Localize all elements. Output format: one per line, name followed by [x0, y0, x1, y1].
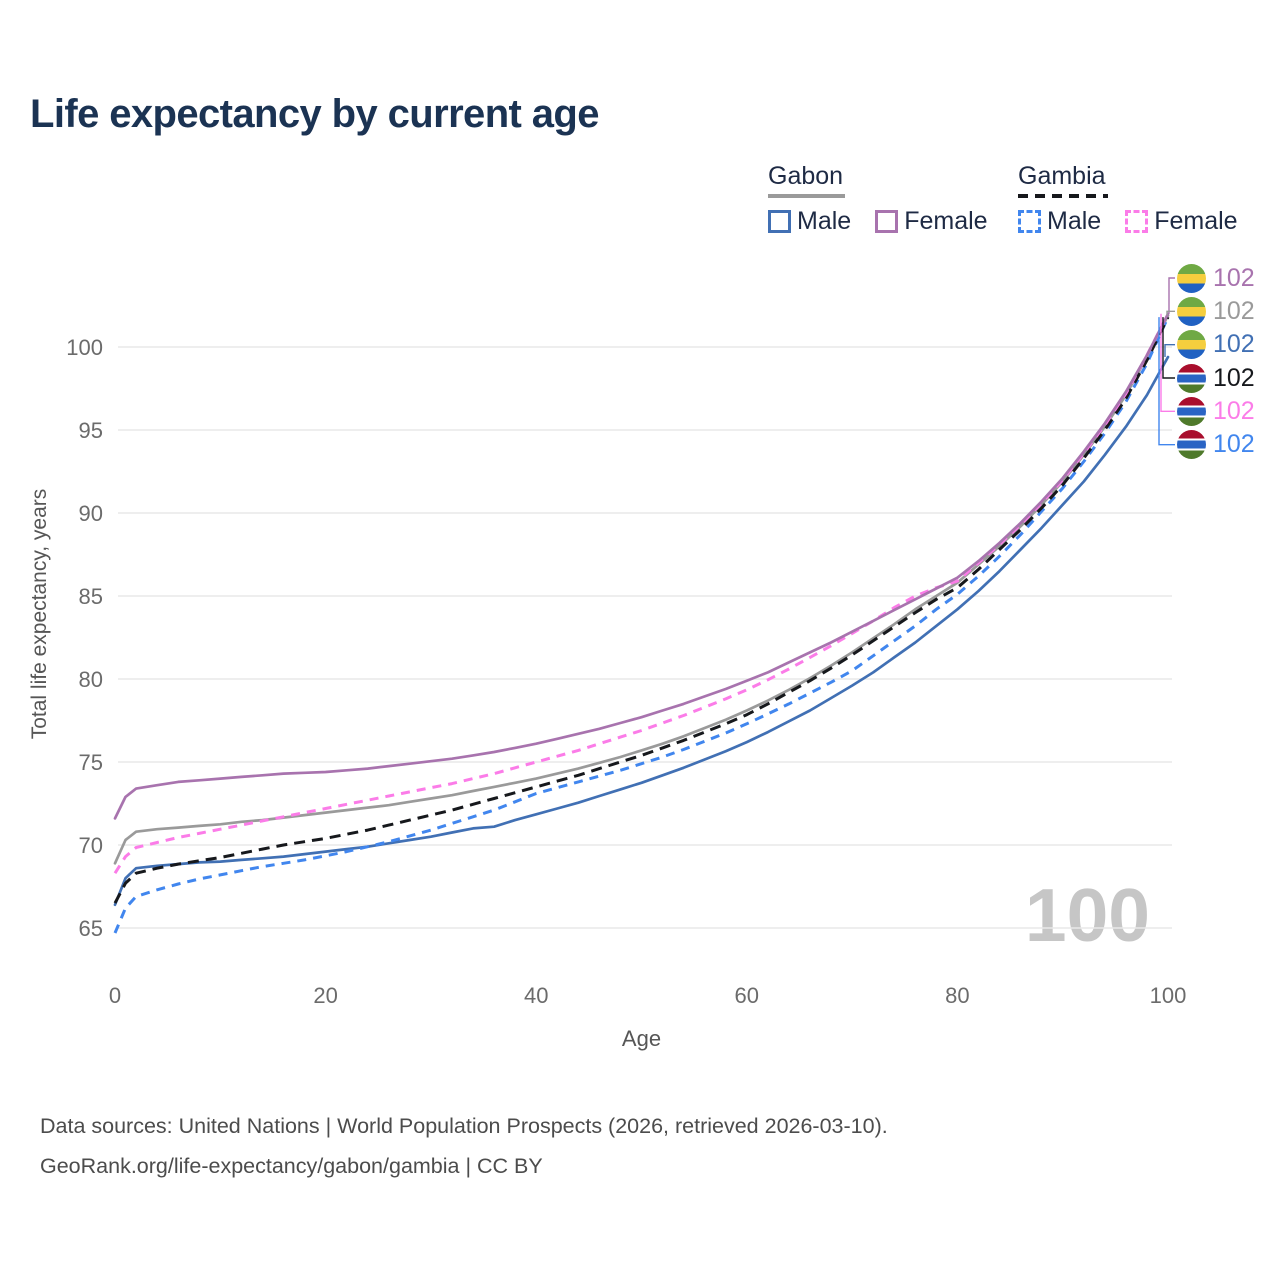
- legend-group-gabon: Gabon Male Female: [768, 162, 988, 236]
- series-line-gabon-male[interactable]: [113, 355, 1170, 907]
- series-line-gambia-female[interactable]: [113, 313, 1170, 875]
- x-tick-label: 80: [945, 983, 969, 1008]
- y-tick-label: 75: [79, 750, 103, 775]
- footer-attribution: Data sources: United Nations | World Pop…: [40, 1106, 888, 1186]
- end-value-label: 102: [1213, 330, 1255, 359]
- gabon-flag-icon: [1177, 296, 1206, 326]
- legend-group-gambia: Gambia Male Female: [1018, 162, 1238, 236]
- gabon-male-swatch-icon: [768, 209, 791, 233]
- end-label-connector: [1168, 277, 1175, 314]
- source-url-text: GeoRank.org/life-expectancy/gabon/gambia…: [40, 1154, 543, 1178]
- gambia-flag-icon: [1177, 430, 1206, 460]
- series-line-gabon[interactable]: [113, 314, 1170, 865]
- end-value-label: 102: [1213, 263, 1255, 292]
- x-tick-label: 0: [109, 983, 121, 1008]
- legend-underline-gambia: [1018, 193, 1108, 198]
- y-tick-label: 95: [79, 418, 103, 443]
- y-axis-title: Total life expectancy, years: [28, 489, 51, 740]
- legend-item-label: Female: [904, 206, 988, 235]
- page-title: Life expectancy by current age: [30, 92, 600, 136]
- end-label-connector: [1160, 313, 1175, 412]
- legend-item-gabon-male[interactable]: Male: [768, 207, 851, 236]
- end-marker-gabon-female[interactable]: 102: [1177, 263, 1255, 293]
- end-value-label: 102: [1213, 396, 1255, 425]
- x-axis-title: Age: [622, 1026, 661, 1051]
- end-marker-gambia-female[interactable]: 102: [1177, 396, 1255, 426]
- data-sources-text: Data sources: United Nations | World Pop…: [40, 1114, 888, 1138]
- y-tick-label: 80: [79, 667, 103, 692]
- x-tick-label: 20: [313, 983, 337, 1008]
- y-tick-label: 65: [79, 916, 103, 941]
- end-label-connector: [1158, 317, 1175, 446]
- y-tick-label: 90: [79, 501, 103, 526]
- end-value-label: 102: [1213, 430, 1255, 459]
- gambia-flag-icon: [1177, 363, 1206, 393]
- y-tick-label: 100: [66, 335, 103, 360]
- series-line-gabon-female[interactable]: [113, 312, 1170, 820]
- x-tick-label: 60: [735, 983, 759, 1008]
- gambia-male-swatch-icon: [1018, 209, 1041, 233]
- legend-header-gambia: Gambia: [1018, 162, 1106, 190]
- end-marker-gabon[interactable]: 102: [1177, 296, 1255, 326]
- series-line-gambia-male[interactable]: [113, 316, 1170, 934]
- legend-item-gambia-male[interactable]: Male: [1018, 207, 1101, 236]
- gabon-flag-icon: [1177, 263, 1206, 293]
- legend-item-label: Male: [1047, 206, 1102, 235]
- end-value-label: 102: [1213, 363, 1255, 392]
- gambia-flag-icon: [1177, 396, 1206, 426]
- end-label-connector: [1164, 344, 1175, 357]
- legend-underline-gabon: [768, 193, 845, 198]
- gabon-female-swatch-icon: [875, 209, 899, 233]
- gambia-female-swatch-icon: [1125, 209, 1149, 233]
- x-tick-label: 100: [1150, 983, 1187, 1008]
- legend-item-label: Female: [1154, 206, 1238, 235]
- legend-item-label: Male: [797, 206, 852, 235]
- gabon-flag-icon: [1177, 330, 1206, 360]
- end-value-label: 102: [1213, 296, 1255, 325]
- y-tick-label: 70: [79, 833, 103, 858]
- end-marker-gabon-male[interactable]: 102: [1177, 330, 1255, 360]
- age-counter-watermark: 100: [1025, 873, 1150, 957]
- y-tick-label: 85: [79, 584, 103, 609]
- x-tick-label: 40: [524, 983, 548, 1008]
- end-label-connector: [1162, 317, 1175, 379]
- end-marker-gambia-male[interactable]: 102: [1177, 430, 1255, 460]
- series-line-gambia[interactable]: [113, 316, 1170, 904]
- legend-item-gambia-female[interactable]: Female: [1125, 206, 1238, 236]
- end-label-connector: [1166, 310, 1175, 316]
- legend-header-gabon: Gabon: [768, 162, 844, 190]
- legend-item-gabon-female[interactable]: Female: [875, 206, 988, 236]
- end-marker-gambia[interactable]: 102: [1177, 363, 1255, 393]
